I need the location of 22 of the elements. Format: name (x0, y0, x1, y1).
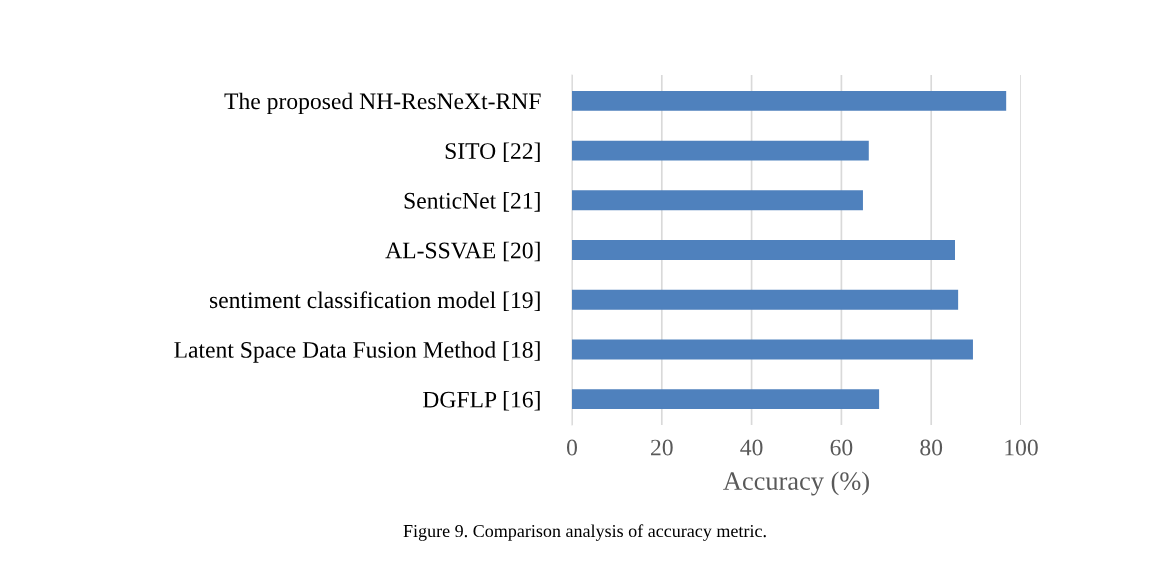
y-tick-label: DGFLP [16] (422, 390, 540, 411)
bar (572, 240, 955, 260)
x-tick-label: 20 (651, 439, 673, 456)
bar (572, 190, 863, 211)
bar (572, 90, 1007, 111)
x-tick-label: 100 (1005, 439, 1038, 456)
x-tick-label: 40 (740, 439, 763, 456)
y-tick-label: The proposed NH-ResNeXt-RNF (224, 92, 541, 115)
bar (572, 339, 973, 360)
caption: Figure 9. Comparison analysis of accuracy metric. (403, 524, 766, 541)
y-tick-label: SenticNet [21] (404, 192, 540, 212)
y-tick-label: sentiment classification model [19] (209, 291, 540, 312)
x-axis-title: Accuracy (%) (723, 471, 869, 496)
bar (572, 140, 869, 161)
y-tick-label: SITO [22] (445, 142, 540, 162)
x-tick-label: 0 (567, 439, 577, 456)
x-tick-label: 80 (920, 439, 943, 456)
bar (572, 289, 959, 310)
x-tick-label: 60 (830, 439, 853, 456)
y-tick-label: AL-SSVAE [20] (385, 241, 540, 262)
y-tick-label: Latent Space Data Fusion Method [18] (174, 341, 540, 363)
bar (572, 389, 880, 410)
